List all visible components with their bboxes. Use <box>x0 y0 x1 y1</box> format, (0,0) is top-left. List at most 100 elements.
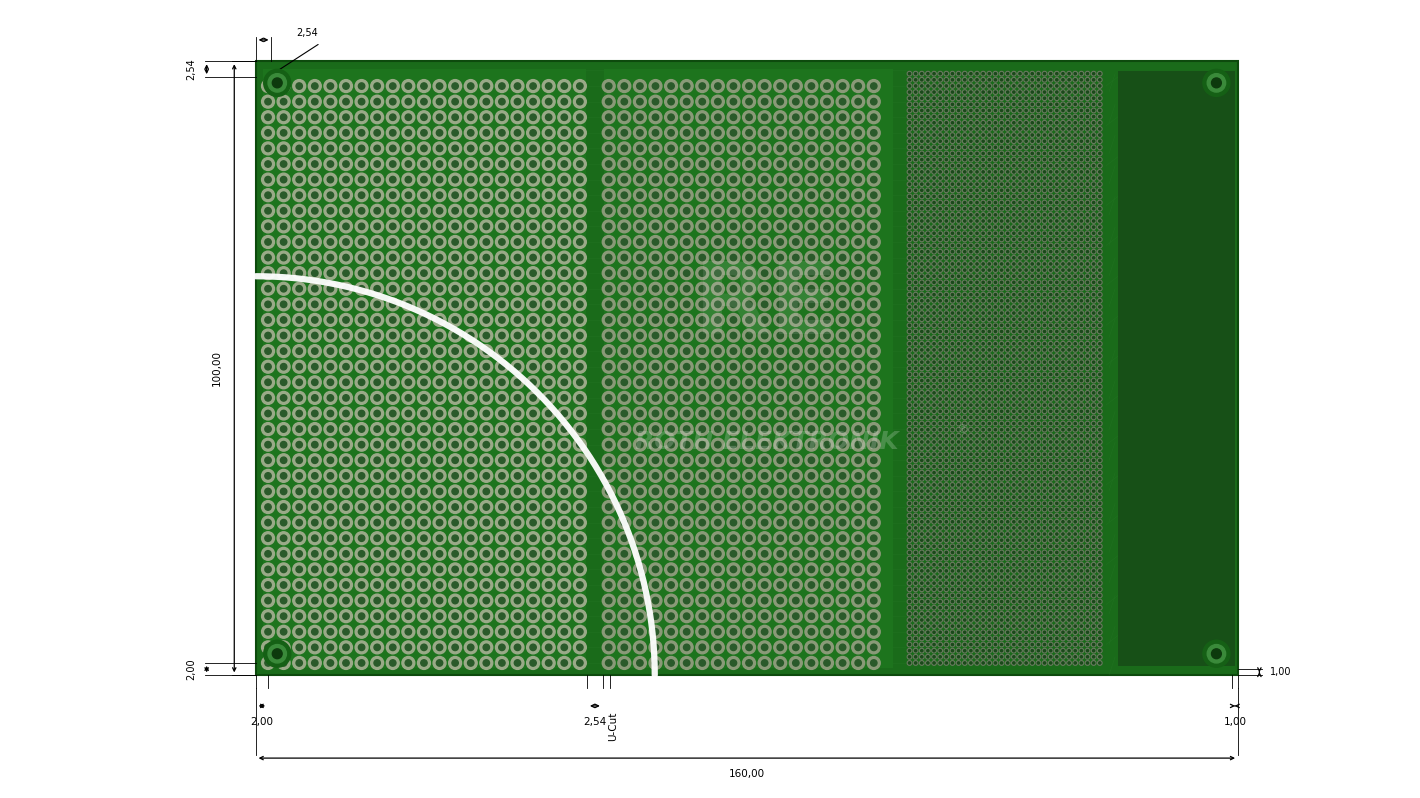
Circle shape <box>790 95 802 108</box>
Circle shape <box>926 575 930 579</box>
Circle shape <box>496 142 508 155</box>
Circle shape <box>1000 409 1004 413</box>
Circle shape <box>1001 239 1003 240</box>
Circle shape <box>968 531 973 536</box>
Circle shape <box>1007 257 1008 259</box>
Circle shape <box>680 298 693 310</box>
Circle shape <box>1020 85 1021 87</box>
Circle shape <box>1079 164 1083 168</box>
Circle shape <box>981 286 985 290</box>
Circle shape <box>1005 409 1010 413</box>
Circle shape <box>1061 298 1065 303</box>
Circle shape <box>993 170 998 174</box>
Circle shape <box>680 267 693 279</box>
Circle shape <box>939 385 941 388</box>
Circle shape <box>1001 422 1003 425</box>
Circle shape <box>1092 538 1096 543</box>
Circle shape <box>452 207 459 214</box>
Circle shape <box>511 95 524 108</box>
Circle shape <box>371 579 383 591</box>
Circle shape <box>602 235 615 248</box>
Circle shape <box>1011 84 1017 88</box>
Circle shape <box>324 392 337 405</box>
Circle shape <box>1025 484 1027 486</box>
Circle shape <box>1086 385 1089 388</box>
Circle shape <box>1092 73 1095 75</box>
Circle shape <box>1055 330 1058 333</box>
Circle shape <box>1074 428 1078 432</box>
Circle shape <box>927 435 929 437</box>
Circle shape <box>951 613 954 615</box>
Circle shape <box>308 641 321 654</box>
Circle shape <box>836 235 849 248</box>
Circle shape <box>957 85 960 87</box>
Circle shape <box>1062 563 1064 566</box>
Circle shape <box>976 306 978 308</box>
Circle shape <box>974 225 980 229</box>
Circle shape <box>373 598 381 604</box>
Circle shape <box>746 426 753 433</box>
Circle shape <box>1001 159 1003 160</box>
Circle shape <box>1092 643 1095 646</box>
Circle shape <box>1074 453 1076 456</box>
Circle shape <box>1012 177 1015 179</box>
Circle shape <box>868 314 880 326</box>
Circle shape <box>373 176 381 183</box>
Circle shape <box>652 395 659 401</box>
Circle shape <box>293 345 305 358</box>
Circle shape <box>386 360 399 373</box>
Circle shape <box>951 563 954 566</box>
Circle shape <box>868 423 880 436</box>
Circle shape <box>933 269 936 271</box>
Circle shape <box>1042 556 1047 561</box>
Circle shape <box>1007 385 1008 388</box>
Circle shape <box>1068 595 1071 597</box>
Circle shape <box>1007 73 1008 75</box>
Circle shape <box>1099 244 1100 247</box>
Circle shape <box>1062 177 1064 179</box>
Circle shape <box>464 329 477 342</box>
Circle shape <box>1079 452 1083 456</box>
Circle shape <box>1062 392 1064 394</box>
Circle shape <box>1005 366 1010 370</box>
Circle shape <box>652 598 659 604</box>
Circle shape <box>868 376 880 389</box>
Circle shape <box>981 538 985 543</box>
Circle shape <box>1020 576 1021 578</box>
Circle shape <box>1001 563 1003 566</box>
Circle shape <box>946 361 947 363</box>
Circle shape <box>1061 139 1065 144</box>
Circle shape <box>652 472 659 479</box>
Circle shape <box>621 332 628 338</box>
Circle shape <box>542 360 555 373</box>
Circle shape <box>727 314 740 326</box>
Circle shape <box>327 567 334 573</box>
Circle shape <box>561 551 568 557</box>
Circle shape <box>950 152 954 156</box>
Circle shape <box>621 83 628 89</box>
Circle shape <box>994 527 997 529</box>
Circle shape <box>968 544 973 548</box>
Circle shape <box>790 251 802 264</box>
Circle shape <box>974 77 980 82</box>
Circle shape <box>1031 582 1034 584</box>
Circle shape <box>452 239 459 245</box>
Circle shape <box>944 262 949 267</box>
Circle shape <box>464 438 477 451</box>
Circle shape <box>1042 563 1047 567</box>
Circle shape <box>1037 539 1039 541</box>
Circle shape <box>342 83 349 89</box>
Circle shape <box>909 533 910 535</box>
Circle shape <box>993 348 998 352</box>
Circle shape <box>932 90 936 94</box>
Circle shape <box>327 629 334 635</box>
Circle shape <box>1055 533 1058 535</box>
Circle shape <box>561 176 568 183</box>
Circle shape <box>1092 654 1096 659</box>
Circle shape <box>920 305 924 309</box>
Circle shape <box>449 80 462 93</box>
Circle shape <box>464 626 477 638</box>
Circle shape <box>311 488 318 495</box>
Circle shape <box>1074 638 1076 639</box>
Circle shape <box>1085 292 1089 297</box>
